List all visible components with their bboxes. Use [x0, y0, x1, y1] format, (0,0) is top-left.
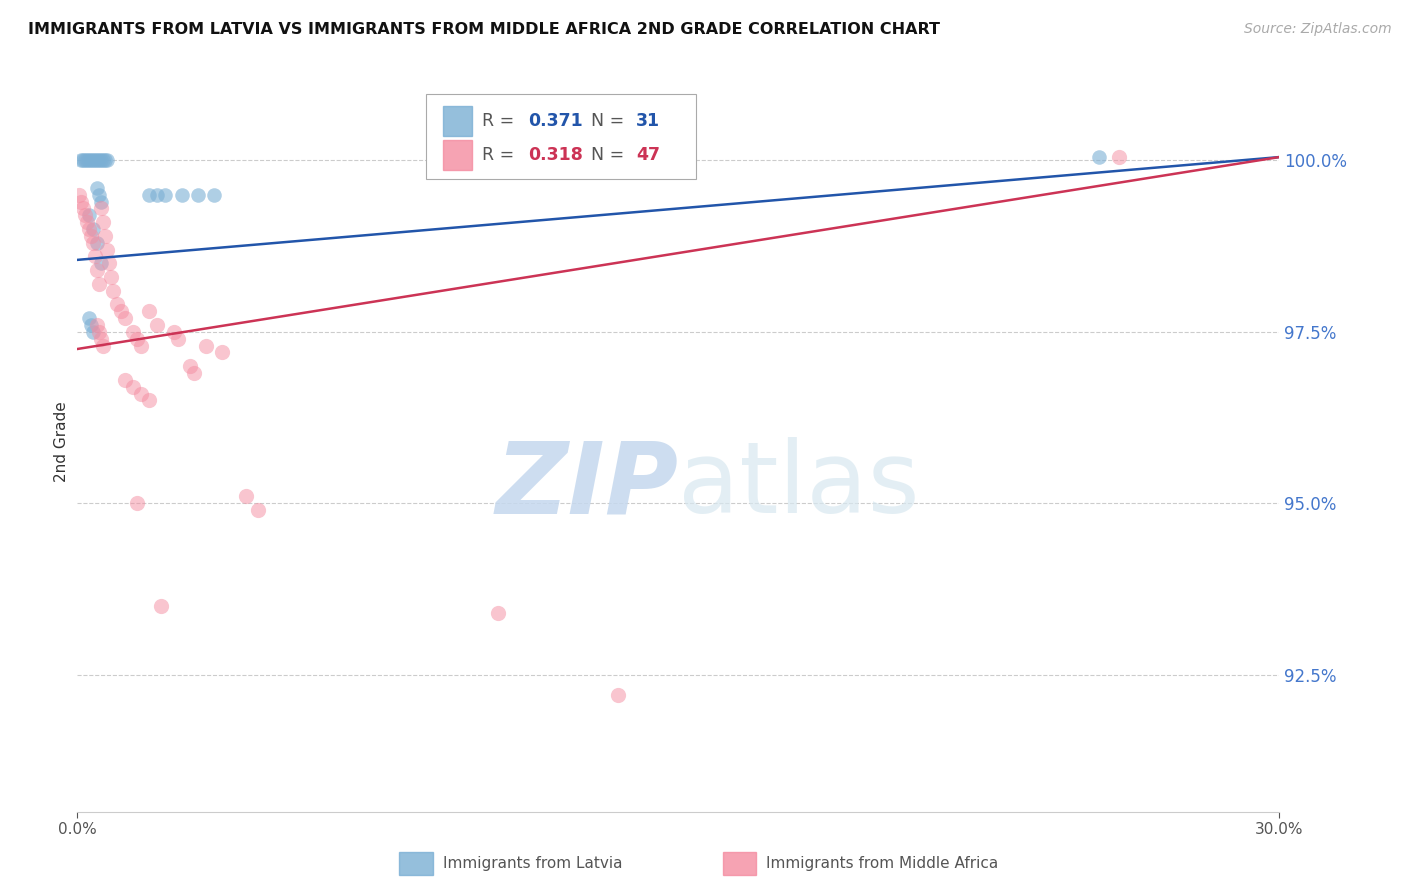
Text: 0.318: 0.318 [529, 146, 583, 164]
Point [75, 208, 97, 222]
Point [67, 187, 90, 202]
Point [80, 228, 103, 243]
Point [107, 297, 129, 311]
Text: Immigrants from Middle Africa: Immigrants from Middle Africa [766, 856, 998, 871]
Point [110, 304, 132, 318]
Point [127, 496, 149, 510]
Point [86, 263, 108, 277]
Point [96, 153, 118, 168]
Point [138, 187, 160, 202]
Point [94, 228, 117, 243]
Point [127, 332, 149, 346]
Point [75, 153, 97, 168]
Point [76, 215, 98, 229]
Point [80, 318, 103, 332]
Point [486, 606, 509, 620]
Point [90, 194, 112, 209]
Point [90, 153, 112, 168]
Point [86, 235, 108, 250]
Point [122, 325, 145, 339]
Point [155, 187, 177, 202]
Point [1108, 150, 1130, 164]
Text: atlas: atlas [679, 437, 920, 534]
Point [70, 194, 93, 209]
Point [93, 153, 115, 168]
Text: R =: R = [482, 146, 520, 164]
Point [80, 153, 103, 168]
Point [84, 250, 107, 264]
Point [79, 208, 101, 222]
Text: R =: R = [482, 112, 520, 130]
Point [93, 338, 115, 352]
Text: IMMIGRANTS FROM LATVIA VS IMMIGRANTS FROM MIDDLE AFRICA 2ND GRADE CORRELATION CH: IMMIGRANTS FROM LATVIA VS IMMIGRANTS FRO… [28, 22, 941, 37]
Point [138, 304, 160, 318]
Point [186, 187, 209, 202]
Point [89, 187, 111, 202]
Point [84, 153, 107, 168]
Point [122, 380, 145, 394]
Point [72, 153, 94, 168]
Text: Immigrants from Latvia: Immigrants from Latvia [443, 856, 623, 871]
Point [162, 325, 184, 339]
Point [76, 153, 98, 168]
Point [96, 243, 118, 257]
Text: 0.371: 0.371 [529, 112, 583, 130]
Text: 31: 31 [637, 112, 661, 130]
Point [90, 256, 112, 270]
Point [86, 318, 108, 332]
Point [103, 284, 125, 298]
Point [82, 153, 104, 168]
Point [138, 393, 160, 408]
Text: 47: 47 [637, 146, 661, 164]
Point [93, 215, 115, 229]
Point [146, 318, 169, 332]
Point [89, 153, 111, 168]
Point [146, 187, 169, 202]
Point [79, 153, 101, 168]
Point [1088, 150, 1111, 164]
Y-axis label: 2nd Grade: 2nd Grade [53, 401, 69, 482]
Text: ZIP: ZIP [495, 437, 679, 534]
Point [166, 332, 188, 346]
Point [179, 359, 201, 373]
FancyBboxPatch shape [426, 94, 696, 178]
Point [202, 187, 225, 202]
Point [246, 503, 269, 517]
Point [194, 338, 217, 352]
Point [72, 202, 94, 216]
Point [89, 277, 111, 291]
Text: N =: N = [591, 112, 630, 130]
Point [86, 153, 108, 168]
Point [170, 187, 193, 202]
Point [114, 311, 136, 326]
Point [70, 153, 93, 168]
Point [90, 332, 112, 346]
FancyBboxPatch shape [443, 140, 471, 169]
Point [82, 325, 104, 339]
Point [183, 366, 205, 380]
Point [79, 311, 101, 326]
Point [150, 599, 173, 613]
Point [131, 338, 153, 352]
Point [114, 373, 136, 387]
Point [94, 153, 117, 168]
Point [98, 256, 121, 270]
FancyBboxPatch shape [443, 106, 471, 136]
Point [82, 235, 104, 250]
Point [79, 222, 101, 236]
Point [82, 222, 104, 236]
Text: Source: ZipAtlas.com: Source: ZipAtlas.com [1244, 22, 1392, 37]
Point [131, 386, 153, 401]
Point [235, 489, 257, 503]
Text: N =: N = [591, 146, 630, 164]
Point [211, 345, 233, 359]
Point [90, 202, 112, 216]
Point [89, 325, 111, 339]
Point [100, 270, 122, 285]
Point [86, 181, 108, 195]
Point [607, 688, 630, 702]
